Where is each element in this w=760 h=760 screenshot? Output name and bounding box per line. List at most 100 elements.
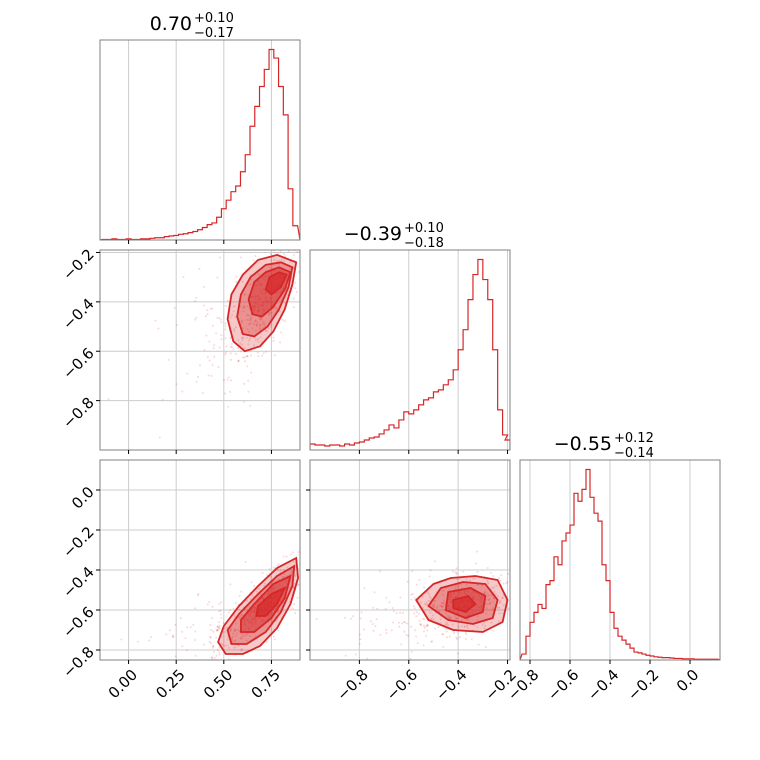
scatter-point	[256, 324, 259, 327]
histogram-bars	[100, 48, 300, 240]
scatter-point	[447, 624, 450, 627]
scatter-point	[432, 618, 435, 621]
scatter-point	[161, 398, 164, 401]
axes-border	[309, 459, 511, 661]
scatter-point	[210, 617, 213, 620]
scatter-point	[360, 611, 363, 614]
scatter-point	[412, 664, 414, 666]
scatter-point	[300, 246, 302, 248]
scatter-point	[422, 644, 425, 647]
scatter-point	[445, 622, 448, 625]
scatter-point	[233, 615, 236, 618]
scatter-point	[225, 626, 228, 629]
scatter-point	[440, 604, 443, 607]
scatter-point	[489, 602, 492, 605]
scatter-point	[406, 580, 409, 583]
scatter-point	[371, 622, 374, 625]
scatter-point	[175, 383, 178, 386]
axes-background	[520, 460, 720, 660]
scatter-point	[197, 592, 200, 595]
density-contour	[452, 594, 477, 614]
scatter-point	[418, 619, 421, 622]
scatter-point	[236, 347, 239, 350]
scatter-point	[235, 661, 237, 663]
scatter-point	[174, 655, 177, 658]
scatter-point	[500, 574, 503, 577]
scatter-point	[241, 280, 244, 283]
scatter-point	[470, 638, 473, 641]
scatter-point	[404, 621, 407, 624]
scatter-point	[276, 610, 279, 613]
scatter-point	[237, 359, 240, 362]
scatter-point	[441, 589, 444, 592]
scatter-point	[258, 327, 261, 330]
scatter-point	[254, 255, 257, 258]
scatter-point	[456, 585, 459, 588]
scatter-point	[255, 590, 258, 593]
scatter-point	[410, 650, 413, 653]
scatter-point	[363, 587, 366, 590]
param-title-err-plus: +0.10	[194, 11, 234, 26]
param-title-value: −0.39	[344, 223, 402, 245]
scatter-point	[283, 260, 286, 263]
param-title-value: 0.70	[150, 13, 192, 35]
scatter-point	[493, 590, 496, 593]
scatter-point	[473, 577, 476, 580]
scatter-point	[433, 560, 436, 563]
scatter-point	[239, 614, 242, 617]
scatter-point	[483, 592, 486, 595]
scatter-point	[410, 593, 413, 596]
scatter-point	[455, 571, 458, 574]
scatter-point	[259, 592, 262, 595]
scatter-point	[343, 616, 346, 619]
scatter-point	[507, 572, 510, 575]
scatter-point	[241, 319, 244, 322]
scatter-point	[433, 627, 436, 630]
scatter-point	[237, 628, 240, 631]
scatter-point	[261, 571, 264, 574]
scatter-point	[213, 355, 216, 358]
scatter-point	[232, 632, 235, 635]
scatter-point	[224, 627, 227, 630]
scatter-point	[442, 594, 445, 597]
scatter-point	[303, 563, 305, 565]
scatter-point	[220, 321, 223, 324]
scatter-point	[224, 337, 227, 340]
histogram-step-line	[100, 48, 300, 240]
scatter-point	[439, 604, 442, 607]
scatter-point	[184, 637, 187, 640]
scatter-point	[430, 617, 433, 620]
scatter-point	[258, 323, 261, 326]
scatter-point	[445, 630, 448, 633]
scatter-point	[413, 596, 416, 599]
scatter-point	[441, 592, 444, 595]
scatter-point	[282, 555, 285, 558]
scatter-point	[293, 582, 296, 585]
scatter-point	[233, 330, 236, 333]
scatter-point	[203, 349, 206, 352]
scatter-point	[237, 339, 240, 342]
scatter-point	[477, 583, 480, 586]
scatter-point	[406, 622, 409, 625]
scatter-point	[216, 316, 219, 319]
histogram-step-line	[520, 468, 720, 660]
scatter-point	[436, 605, 439, 608]
scatter-point	[354, 653, 357, 656]
scatter-point	[247, 379, 250, 382]
scatter-point	[413, 612, 416, 615]
scatter-point	[186, 372, 189, 375]
axes-background	[310, 460, 510, 660]
scatter-point	[241, 339, 244, 342]
scatter-point	[185, 649, 188, 652]
scatter-point	[491, 607, 494, 610]
scatter-point	[484, 602, 487, 605]
scatter-point	[496, 606, 499, 609]
scatter-point	[495, 584, 498, 587]
scatter-point	[233, 667, 235, 669]
scatter-point	[429, 611, 432, 614]
scatter-point	[277, 563, 280, 566]
scatter-point	[363, 628, 366, 631]
scatter-point	[235, 275, 238, 278]
scatter-point	[463, 625, 466, 628]
scatter-point	[427, 593, 430, 596]
